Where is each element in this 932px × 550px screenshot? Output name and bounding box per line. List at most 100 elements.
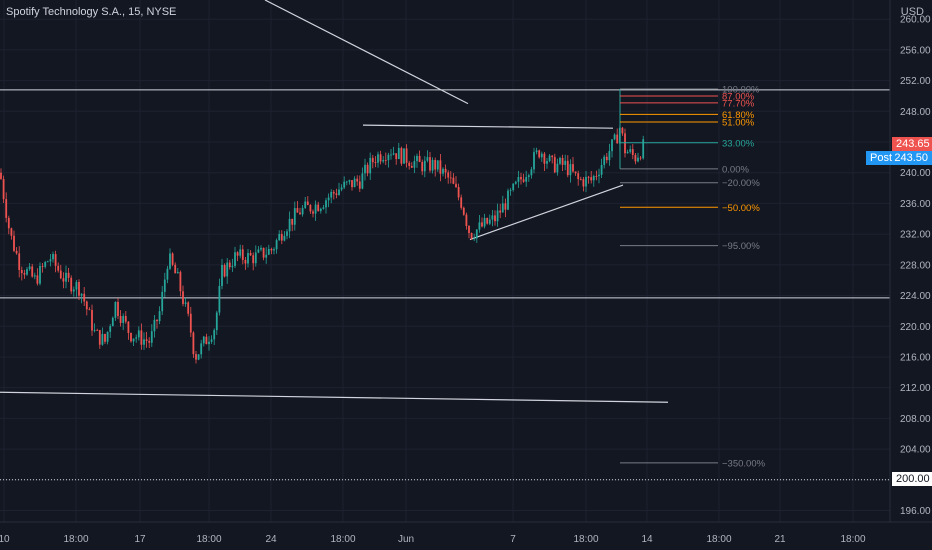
- candle-body: [218, 285, 221, 313]
- candle-body: [335, 193, 338, 195]
- candle-body: [111, 317, 114, 327]
- candle-body: [91, 310, 93, 331]
- candle-body: [62, 278, 65, 282]
- candle-body: [275, 240, 278, 250]
- candle-body: [400, 147, 403, 164]
- candle-body: [405, 148, 408, 163]
- candle-body: [5, 199, 8, 218]
- candle-body: [7, 217, 10, 229]
- candle-body: [208, 341, 210, 345]
- candle-body: [600, 165, 603, 175]
- candle-body: [265, 254, 268, 258]
- candle-body: [39, 266, 41, 284]
- candle-body: [312, 211, 314, 214]
- candle-body: [67, 272, 70, 278]
- price-axis-background: [890, 0, 932, 550]
- candle-body: [260, 247, 262, 250]
- candle-body: [283, 235, 286, 241]
- candle-body: [117, 301, 119, 316]
- candle-body: [244, 259, 247, 264]
- candle-body: [390, 154, 392, 156]
- candle-body: [301, 207, 304, 215]
- candle-body: [109, 326, 112, 332]
- candle-body: [202, 336, 205, 344]
- candle-body: [439, 160, 442, 174]
- candle-body: [124, 315, 127, 322]
- candle-body: [70, 277, 73, 292]
- candle-body: [384, 160, 387, 161]
- candle-body: [504, 203, 507, 210]
- y-tick-label: 260.00: [900, 15, 931, 26]
- candle-body: [395, 153, 398, 160]
- fib-level-label: −50.00%: [722, 203, 760, 214]
- candle-body: [548, 155, 551, 162]
- y-tick-label: 216.00: [900, 352, 931, 363]
- candle-body: [572, 164, 574, 172]
- candle-body: [23, 273, 26, 275]
- candle-body: [629, 149, 632, 152]
- candle-body: [57, 265, 60, 271]
- candle-body: [72, 289, 75, 292]
- candle-body: [535, 150, 538, 153]
- candle-body: [371, 157, 374, 163]
- candle-body: [166, 268, 169, 280]
- candle-body: [468, 225, 470, 233]
- y-tick-label: 248.00: [900, 107, 931, 118]
- candle-body: [135, 337, 138, 339]
- candle-body: [574, 171, 577, 174]
- candle-body: [143, 339, 145, 345]
- candle-body: [517, 177, 520, 182]
- candle-body: [434, 160, 437, 170]
- trend-line: [0, 391, 669, 403]
- y-tick-label: 212.00: [900, 383, 931, 394]
- candle-body: [546, 161, 548, 164]
- candle-body: [31, 266, 34, 277]
- trend-line: [264, 0, 469, 105]
- candle-body: [559, 157, 561, 164]
- candle-body: [286, 231, 288, 236]
- y-tick-label: 208.00: [900, 414, 931, 425]
- fib-level-label: −20.00%: [722, 178, 760, 189]
- y-tick-label: 240.00: [900, 168, 931, 179]
- candle-body: [457, 187, 460, 198]
- y-tick-label: 196.00: [900, 506, 931, 517]
- candle-body: [413, 161, 416, 168]
- candle-body: [213, 330, 216, 340]
- candle-body: [462, 207, 465, 215]
- fib-level-label: −350.00%: [722, 458, 766, 469]
- candle-body: [423, 160, 426, 172]
- fib-level-label: 33.00%: [722, 138, 755, 149]
- candle-body: [343, 181, 346, 188]
- x-tick-label: 18:00: [840, 534, 865, 545]
- candle-body: [26, 269, 28, 275]
- candle-body: [262, 247, 265, 258]
- candle-body: [236, 252, 239, 256]
- candle-body: [65, 272, 67, 282]
- candle-body: [15, 250, 18, 254]
- candle-body: [41, 266, 44, 267]
- candle-body: [642, 139, 645, 159]
- candle-body: [561, 157, 564, 165]
- candle-body: [127, 321, 130, 334]
- x-tick-label: 18:00: [63, 534, 88, 545]
- candle-body: [639, 157, 642, 159]
- candle-body: [33, 275, 36, 277]
- candle-body: [512, 183, 515, 191]
- candle-body: [369, 157, 372, 174]
- y-tick-label: 220.00: [900, 322, 931, 333]
- post-label: Post: [870, 151, 893, 164]
- candle-body: [122, 315, 125, 323]
- candle-body: [582, 179, 585, 187]
- candle-body: [348, 180, 351, 182]
- time-axis: 10 18:00 17 18:00 24 18:00 Jun 7 18:00 14 18:00 21 1…: [0, 521, 932, 550]
- candle-body: [52, 254, 54, 260]
- candle-body: [611, 139, 613, 152]
- candle-body: [374, 162, 377, 163]
- candle-body: [364, 164, 366, 174]
- x-tick-label: 10: [0, 534, 10, 545]
- candle-body: [514, 181, 517, 184]
- candle-body: [569, 164, 572, 176]
- candle-body: [114, 301, 117, 318]
